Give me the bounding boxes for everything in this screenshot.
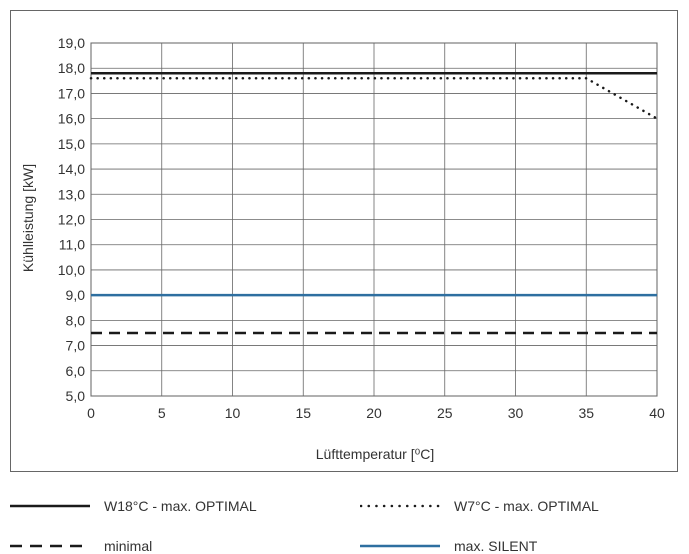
legend-item-minimal: minimal xyxy=(10,538,152,554)
y-tick-label: 5,0 xyxy=(66,388,86,404)
legend-swatch-minimal xyxy=(10,544,90,548)
legend-label-minimal: minimal xyxy=(104,538,153,554)
x-axis-label: Lüfttemperatur [⁰C] xyxy=(316,446,434,462)
y-tick-label: 6,0 xyxy=(66,363,86,379)
y-tick-label: 12,0 xyxy=(58,212,85,228)
y-tick-label: 18,0 xyxy=(58,60,85,76)
y-tick-label: 16,0 xyxy=(58,111,85,127)
y-tick-label: 10,0 xyxy=(58,262,85,278)
x-tick-label: 5 xyxy=(158,405,166,421)
x-tick-label: 35 xyxy=(578,405,594,421)
x-tick-label: 20 xyxy=(366,405,382,421)
y-tick-label: 9,0 xyxy=(66,287,86,303)
x-tick-label: 30 xyxy=(508,405,524,421)
y-tick-label: 13,0 xyxy=(58,186,85,202)
legend-swatch-w7 xyxy=(360,504,440,508)
y-tick-label: 8,0 xyxy=(66,312,86,328)
y-tick-label: 19,0 xyxy=(58,35,85,51)
series-line-1 xyxy=(89,77,659,120)
tick-layer: 5,0 6,0 7,0 8,0 9,0 10,0 11,0 12,0 13,0 14,0 15,0 1… xyxy=(58,35,665,421)
x-tick-label: 15 xyxy=(295,405,311,421)
legend-item-w7: W7°C - max. OPTIMAL xyxy=(360,498,599,514)
legend-label-w7: W7°C - max. OPTIMAL xyxy=(454,498,599,514)
series-layer xyxy=(89,72,659,335)
x-tick-label: 40 xyxy=(649,405,665,421)
legend-item-w18: W18°C - max. OPTIMAL xyxy=(10,498,257,514)
chart-frame: 5,0 6,0 7,0 8,0 9,0 10,0 11,0 12,0 13,0 14,0 15,0 1… xyxy=(10,10,678,472)
x-tick-label: 10 xyxy=(225,405,241,421)
legend-item-max-silent: max. SILENT xyxy=(360,538,537,554)
legend: W18°C - max. OPTIMAL W7°C - max. OPTIMAL… xyxy=(0,488,689,554)
y-tick-label: 7,0 xyxy=(66,338,86,354)
chart-svg: 5,0 6,0 7,0 8,0 9,0 10,0 11,0 12,0 13,0 14,0 15,0 1… xyxy=(20,35,665,462)
legend-swatch-max-silent xyxy=(360,544,440,548)
legend-swatch-w18 xyxy=(10,504,90,508)
grid-layer xyxy=(90,42,658,397)
x-tick-label: 0 xyxy=(87,405,95,421)
x-tick-label: 25 xyxy=(437,405,453,421)
y-axis-label: Kühlleistung [kW] xyxy=(20,164,36,272)
y-tick-label: 14,0 xyxy=(58,161,85,177)
legend-label-w18: W18°C - max. OPTIMAL xyxy=(104,498,257,514)
y-tick-label: 11,0 xyxy=(59,237,85,253)
y-tick-label: 15,0 xyxy=(58,136,85,152)
legend-label-max-silent: max. SILENT xyxy=(454,538,538,554)
y-tick-label: 17,0 xyxy=(58,85,85,101)
